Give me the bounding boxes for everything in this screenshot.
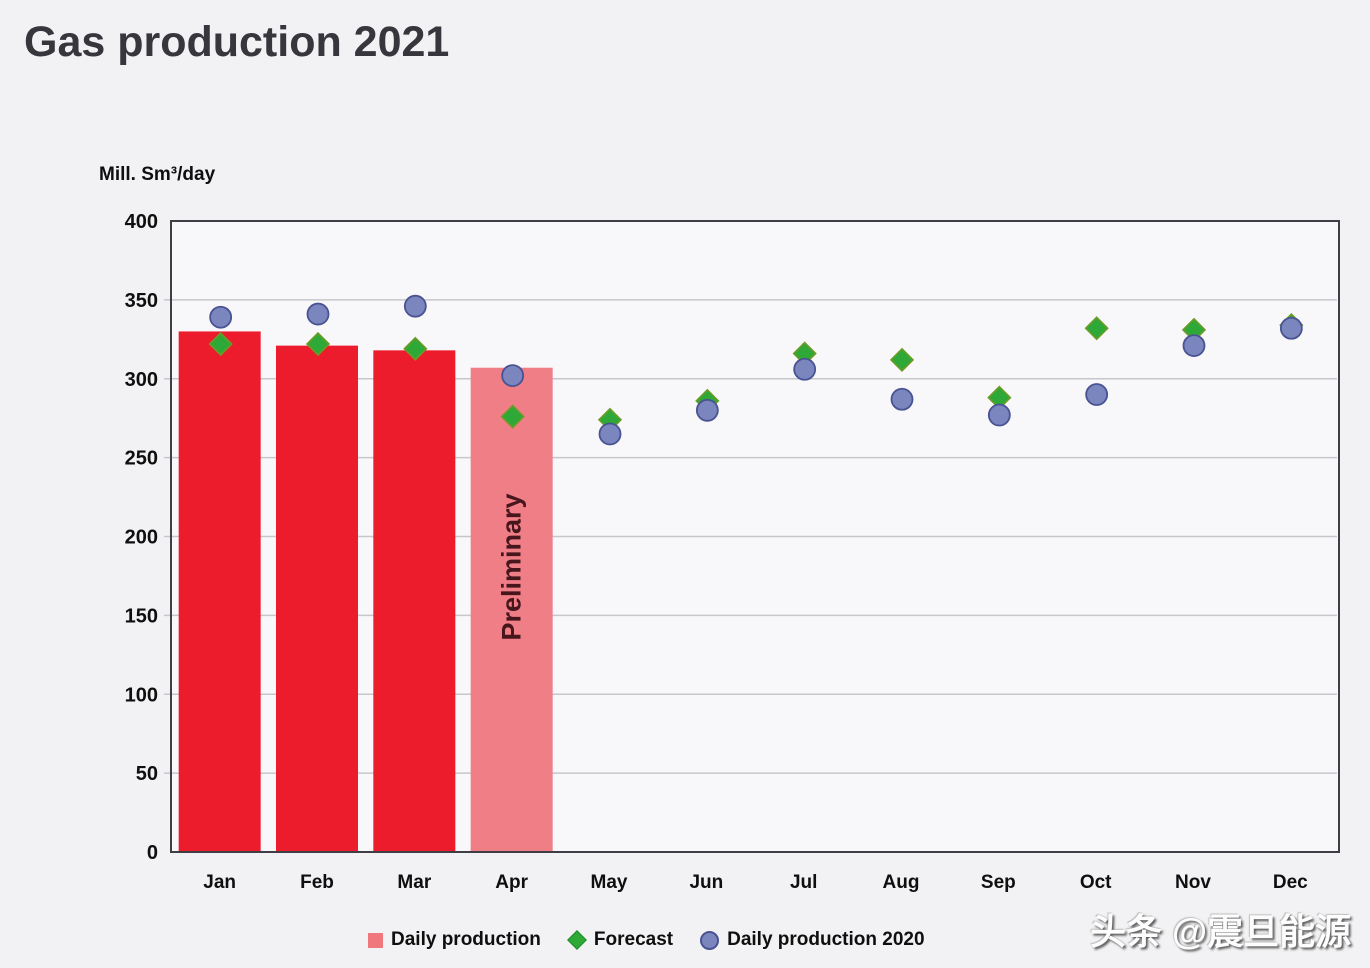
production-2020-marker-Jan [209, 305, 233, 329]
y-axis-tick-label: 200 [125, 527, 158, 549]
production-2020-circle-icon [700, 930, 720, 950]
chart-legend: Daily production Forecast Daily producti… [368, 929, 925, 951]
production-2020-marker-Apr [501, 364, 525, 387]
y-axis-tick-label: 100 [125, 684, 158, 706]
x-axis-tick-label: May [591, 872, 628, 893]
x-axis-tick-label: Nov [1175, 872, 1211, 893]
x-axis-tick-label: Dec [1273, 872, 1308, 893]
daily-production-swatch-icon [368, 932, 383, 948]
production-2020-marker-Sep [987, 403, 1011, 427]
legend-item-daily-production-2020: Daily production 2020 [700, 929, 925, 951]
forecast-diamond-icon [567, 930, 587, 950]
forecast-marker-Feb [305, 331, 331, 357]
y-axis-tick-label: 300 [125, 369, 158, 391]
x-axis-tick-label: Aug [883, 872, 920, 893]
legend-item-daily-production: Daily production [368, 929, 541, 951]
y-axis-title: Mill. Sm³/day [99, 164, 216, 185]
legend-label: Forecast [593, 929, 674, 950]
x-axis-tick-label: Feb [300, 872, 334, 893]
production-2020-marker-Jul [793, 357, 817, 381]
production-2020-marker-May [598, 422, 622, 446]
production-2020-marker-Jun [695, 398, 719, 422]
y-axis-tick-label: 350 [125, 290, 158, 312]
watermark: 头条 @震旦能源 [1090, 911, 1352, 952]
production-2020-marker-Nov [1182, 334, 1206, 358]
x-axis-tick-label: Mar [397, 872, 431, 893]
bar-Jan [178, 331, 261, 852]
x-axis-tick-label: Jan [203, 872, 236, 893]
y-axis-tick-label: 150 [125, 605, 158, 627]
y-axis-tick-label: 400 [125, 211, 158, 233]
x-axis-tick-label: Apr [495, 872, 528, 893]
production-2020-marker-Oct [1085, 383, 1109, 406]
x-axis-tick-label: Oct [1080, 872, 1112, 893]
bar-Feb [276, 345, 358, 852]
legend-label: Daily production [391, 929, 541, 950]
y-axis-tick-label: 0 [147, 842, 158, 864]
x-axis-tick-label: Sep [981, 872, 1016, 893]
forecast-marker-Apr [500, 404, 525, 429]
y-axis-tick-label: 250 [125, 448, 158, 470]
production-2020-marker-Aug [890, 387, 914, 411]
page-title: Gas production 2021 [24, 18, 450, 66]
bar-Apr [470, 367, 553, 852]
forecast-marker-Mar [403, 336, 428, 361]
preliminary-label: Preliminary [497, 493, 527, 640]
bar-Mar [373, 350, 456, 852]
production-2020-marker-Mar [403, 294, 427, 318]
x-axis-tick-label: Jul [790, 872, 817, 893]
x-axis-tick-label: Jun [689, 872, 723, 893]
legend-label: Daily production 2020 [727, 929, 925, 950]
forecast-marker-Aug [889, 347, 915, 372]
production-2020-marker-Feb [306, 302, 330, 326]
y-axis-tick-label: 50 [136, 763, 158, 785]
legend-item-forecast: Forecast [567, 929, 674, 951]
forecast-marker-Oct [1084, 316, 1109, 341]
forecast-marker-Jan [208, 331, 233, 357]
production-2020-marker-Dec [1279, 316, 1303, 340]
plot-border [170, 220, 1340, 853]
